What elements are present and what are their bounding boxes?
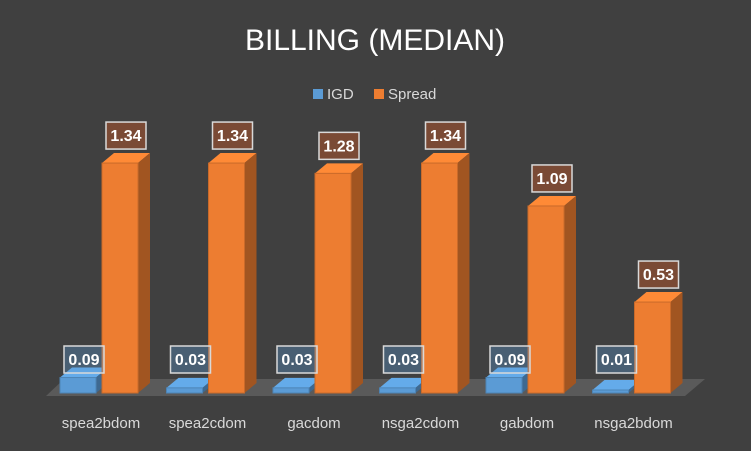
x-axis-ticks: spea2bdom spea2cdom gacdom nsga2cdom gabdom n…: [62, 415, 673, 432]
data-label-spread-nsga2cdom: 1.34: [424, 121, 467, 150]
bar-spread-gacdom-top: [315, 163, 363, 174]
bar-spread-nsga2bdom-side: [670, 292, 683, 393]
data-label-igd-spea2cdom-box: [169, 345, 212, 374]
data-label-spread-gacdom-box: [318, 131, 360, 161]
data-label-igd-gacdom-text: 0.03: [281, 352, 312, 369]
bar-spread-spea2bdom-top: [102, 153, 150, 164]
legend-label-spread: Spread: [388, 86, 436, 103]
data-label-spread-gabdom-box: [531, 164, 573, 193]
bar-spread-gacdom: [314, 163, 363, 394]
data-label-igd-nsga2cdom-box: [382, 345, 425, 374]
bar-spread-gabdom-front: [527, 205, 565, 394]
bar-spread-nsga2cdom-front: [421, 162, 458, 394]
bar-spread-nsga2bdom: [634, 292, 683, 394]
bar-igd-spea2cdom-front: [166, 387, 203, 394]
data-label-igd-gabdom-text: 0.09: [494, 352, 525, 369]
data-label-igd-nsga2bdom-box: [595, 345, 638, 374]
data-label-igd-nsga2cdom-text: 0.03: [388, 352, 419, 369]
data-label-igd-gacdom: 0.03: [276, 345, 318, 374]
data-label-igd-spea2cdom: 0.03: [169, 345, 212, 374]
bar-igd-spea2bdom-front: [59, 377, 97, 394]
data-label-spread-gabdom: 1.09: [531, 164, 573, 193]
x-tick-spea2cdom: spea2cdom: [169, 415, 247, 432]
data-label-igd-gacdom-box: [276, 345, 318, 374]
chart-legend: IGD Spread: [313, 86, 436, 103]
data-label-spread-nsga2cdom-box: [424, 121, 467, 150]
data-label-spread-spea2cdom: 1.34: [211, 121, 254, 150]
data-labels-layer: 0.09 1.34 0.03 1.34 0.03 1.28 0.03 1.34 0.09 1.09…: [63, 121, 680, 374]
bar-spread-spea2cdom: [208, 153, 257, 394]
bar-igd-spea2cdom-top: [166, 377, 215, 388]
chart-title: BILLING (MEDIAN): [245, 24, 505, 57]
data-label-igd-spea2cdom-text: 0.03: [175, 352, 206, 369]
bar-igd-nsga2cdom-top: [379, 377, 428, 388]
data-label-igd-nsga2bdom: 0.01: [595, 345, 638, 374]
data-label-igd-gabdom: 0.09: [489, 345, 531, 374]
data-label-igd-spea2bdom-box: [63, 345, 105, 374]
bar-spread-nsga2cdom: [421, 153, 470, 394]
bar-igd-nsga2bdom-front: [592, 389, 629, 394]
bar-igd-gacdom-front: [272, 387, 310, 394]
legend-label-igd: IGD: [327, 86, 354, 103]
data-label-igd-nsga2cdom: 0.03: [382, 345, 425, 374]
data-label-spread-spea2cdom-text: 1.34: [217, 128, 248, 145]
data-label-spread-spea2bdom-box: [105, 121, 147, 150]
data-label-spread-nsga2bdom: 0.53: [637, 260, 680, 289]
data-label-igd-gabdom-box: [489, 345, 531, 374]
legend-swatch-spread: [374, 89, 384, 99]
bar-igd-gabdom-front: [485, 377, 523, 394]
x-tick-nsga2cdom: nsga2cdom: [382, 415, 460, 432]
bar-spread-spea2bdom: [101, 153, 150, 394]
bar-igd-nsga2cdom-front: [379, 387, 416, 394]
data-label-spread-spea2bdom: 1.34: [105, 121, 147, 150]
data-label-spread-nsga2bdom-box: [637, 260, 680, 289]
bar-spread-gacdom-side: [351, 163, 363, 393]
bar-igd-gacdom-top: [273, 377, 321, 388]
bar-igd-nsga2bdom-top: [592, 380, 641, 390]
bar-spread-gabdom: [527, 195, 576, 394]
bar-spread-spea2bdom-front: [101, 162, 139, 394]
bar-spread-nsga2bdom-front: [634, 301, 671, 394]
data-label-spread-nsga2bdom-text: 0.53: [643, 267, 674, 284]
bar-spread-nsga2cdom-side: [457, 153, 470, 393]
data-label-igd-spea2bdom-text: 0.09: [68, 352, 99, 369]
x-tick-spea2bdom: spea2bdom: [62, 415, 140, 432]
data-label-spread-gabdom-text: 1.09: [536, 171, 567, 188]
bar-spread-nsga2bdom-top: [634, 292, 683, 303]
x-tick-gacdom: gacdom: [287, 415, 340, 432]
data-label-spread-gacdom-text: 1.28: [323, 138, 354, 155]
data-label-spread-spea2bdom-text: 1.34: [110, 128, 141, 145]
data-label-spread-spea2cdom-box: [211, 121, 254, 150]
bar-spread-spea2cdom-front: [208, 162, 245, 394]
x-tick-nsga2bdom: nsga2bdom: [594, 415, 672, 432]
data-label-spread-nsga2cdom-text: 1.34: [430, 128, 461, 145]
data-label-spread-gacdom: 1.28: [318, 131, 360, 161]
bar-spread-spea2cdom-top: [208, 153, 257, 164]
legend-swatch-igd: [313, 89, 323, 99]
bar-spread-spea2cdom-side: [244, 153, 257, 393]
data-label-igd-spea2bdom: 0.09: [63, 345, 105, 374]
bars-layer: [59, 153, 683, 394]
data-label-igd-nsga2bdom-text: 0.01: [601, 352, 632, 369]
bar-spread-nsga2cdom-top: [421, 153, 470, 164]
bar-spread-gabdom-side: [564, 195, 576, 393]
bar-spread-spea2bdom-side: [138, 153, 150, 393]
bar-spread-gabdom-top: [528, 195, 576, 206]
bar-spread-gacdom-front: [314, 172, 352, 394]
x-tick-gabdom: gabdom: [500, 415, 554, 432]
